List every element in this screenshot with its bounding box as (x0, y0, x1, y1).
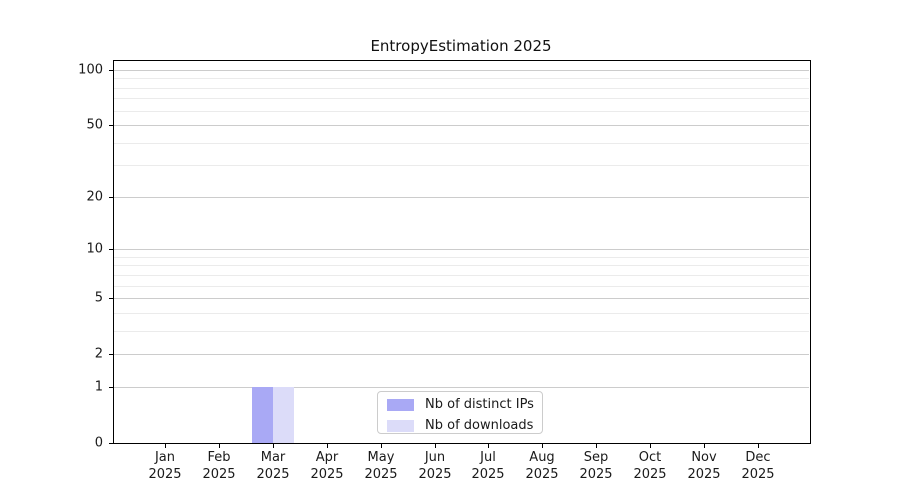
gridline-minor-40 (114, 143, 809, 144)
x-tickmark-oct (650, 444, 651, 448)
y-tick-label-10: 10 (86, 241, 103, 257)
y-tick-label-2: 2 (94, 346, 103, 362)
x-tick-label-may: May 2025 (364, 450, 398, 482)
legend-label-distinct-ips: Nb of distinct IPs (425, 397, 534, 412)
gridline-minor-3 (114, 331, 809, 332)
x-tickmark-nov (704, 444, 705, 448)
gridline-minor-7 (114, 275, 809, 276)
x-tick-label-apr: Apr 2025 (310, 450, 344, 482)
y-tickmark-2 (109, 354, 113, 355)
gridline-minor-60 (114, 111, 809, 112)
gridline-major-10 (114, 249, 809, 250)
y-tick-label-100: 100 (78, 62, 103, 78)
y-tick-label-5: 5 (94, 290, 103, 306)
chart-title: EntropyEstimation 2025 (370, 37, 552, 55)
y-tick-label-0: 0 (94, 435, 103, 451)
gridline-minor-80 (114, 88, 809, 89)
legend-swatch-downloads (387, 419, 414, 432)
gridline-major-50 (114, 125, 809, 126)
x-tickmark-jul (488, 444, 489, 448)
y-tickmark-50 (109, 125, 113, 126)
x-tickmark-feb (219, 444, 220, 448)
x-tick-label-oct: Oct 2025 (633, 450, 667, 482)
x-tick-label-sep: Sep 2025 (579, 450, 613, 482)
x-tick-label-aug: Aug 2025 (525, 450, 559, 482)
x-tickmark-sep (596, 444, 597, 448)
gridline-minor-30 (114, 165, 809, 166)
x-tickmark-mar (273, 444, 274, 448)
x-tick-label-jul: Jul 2025 (471, 450, 505, 482)
legend-swatch-distinct-ips (387, 398, 414, 411)
gridline-minor-90 (114, 78, 809, 79)
legend-label-downloads: Nb of downloads (425, 418, 534, 433)
gridline-minor-9 (114, 257, 809, 258)
x-tick-label-mar: Mar 2025 (256, 450, 290, 482)
y-tickmark-0 (109, 443, 113, 444)
legend-item-downloads: Nb of downloads (387, 418, 533, 433)
y-tickmark-20 (109, 197, 113, 198)
x-tickmark-dec (758, 444, 759, 448)
x-tick-label-dec: Dec 2025 (741, 450, 775, 482)
x-tick-label-nov: Nov 2025 (687, 450, 721, 482)
bar-mar-downloads (272, 386, 294, 443)
y-tick-label-50: 50 (86, 117, 103, 133)
legend-item-distinct-ips: Nb of distinct IPs (387, 397, 534, 412)
gridline-minor-6 (114, 286, 809, 287)
y-tick-label-1: 1 (94, 379, 103, 395)
x-tickmark-jan (165, 444, 166, 448)
y-tickmark-1 (109, 387, 113, 388)
x-tickmark-apr (327, 444, 328, 448)
gridline-major-5 (114, 298, 809, 299)
gridline-minor-4 (114, 313, 809, 314)
y-tickmark-5 (109, 298, 113, 299)
gridline-minor-70 (114, 98, 809, 99)
y-tickmark-100 (109, 70, 113, 71)
x-tick-label-jun: Jun 2025 (418, 450, 452, 482)
y-tickmark-10 (109, 249, 113, 250)
x-tickmark-aug (542, 444, 543, 448)
x-tickmark-may (381, 444, 382, 448)
x-tick-label-jan: Jan 2025 (148, 450, 182, 482)
gridline-major-20 (114, 197, 809, 198)
x-tickmark-jun (435, 444, 436, 448)
gridline-major-1 (114, 387, 809, 388)
gridline-major-2 (114, 354, 809, 355)
legend: Nb of distinct IPs Nb of downloads (377, 391, 543, 434)
bar-mar-distinct-ips (251, 386, 273, 443)
x-tick-label-feb: Feb 2025 (202, 450, 236, 482)
y-tick-label-20: 20 (86, 189, 103, 205)
gridline-major-100 (114, 70, 809, 71)
gridline-minor-8 (114, 265, 809, 266)
